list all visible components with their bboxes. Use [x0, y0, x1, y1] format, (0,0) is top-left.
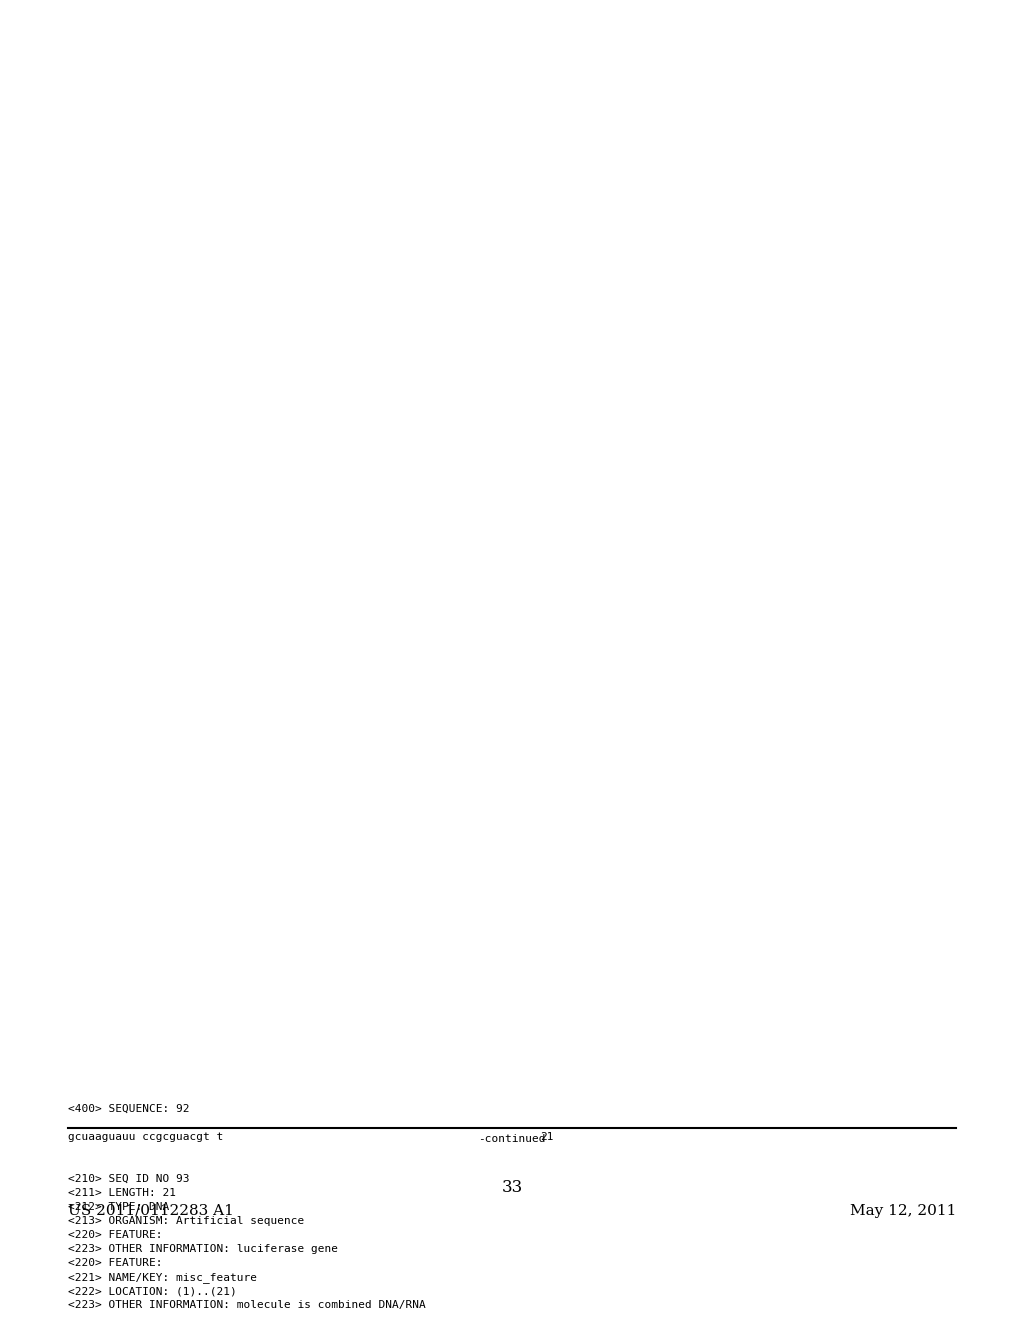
Text: <400> SEQUENCE: 92: <400> SEQUENCE: 92 [68, 1104, 189, 1114]
Text: <210> SEQ ID NO 93: <210> SEQ ID NO 93 [68, 1173, 189, 1184]
Text: <223> OTHER INFORMATION: molecule is combined DNA/RNA: <223> OTHER INFORMATION: molecule is com… [68, 1300, 426, 1309]
Text: US 2011/0112283 A1: US 2011/0112283 A1 [68, 1204, 233, 1218]
Text: <223> OTHER INFORMATION: luciferase gene: <223> OTHER INFORMATION: luciferase gene [68, 1243, 338, 1254]
Text: 33: 33 [502, 1179, 522, 1196]
Text: <221> NAME/KEY: misc_feature: <221> NAME/KEY: misc_feature [68, 1272, 257, 1283]
Text: 21: 21 [540, 1133, 554, 1142]
Text: <212> TYPE: DNA: <212> TYPE: DNA [68, 1203, 169, 1212]
Text: May 12, 2011: May 12, 2011 [850, 1204, 956, 1218]
Text: <211> LENGTH: 21: <211> LENGTH: 21 [68, 1188, 176, 1199]
Text: -continued: -continued [478, 1134, 546, 1144]
Text: <213> ORGANISM: Artificial sequence: <213> ORGANISM: Artificial sequence [68, 1216, 304, 1226]
Text: <220> FEATURE:: <220> FEATURE: [68, 1258, 163, 1269]
Text: <222> LOCATION: (1)..(21): <222> LOCATION: (1)..(21) [68, 1286, 237, 1296]
Text: <220> FEATURE:: <220> FEATURE: [68, 1230, 163, 1239]
Text: gcuaaguauu ccgcguacgt t: gcuaaguauu ccgcguacgt t [68, 1133, 223, 1142]
